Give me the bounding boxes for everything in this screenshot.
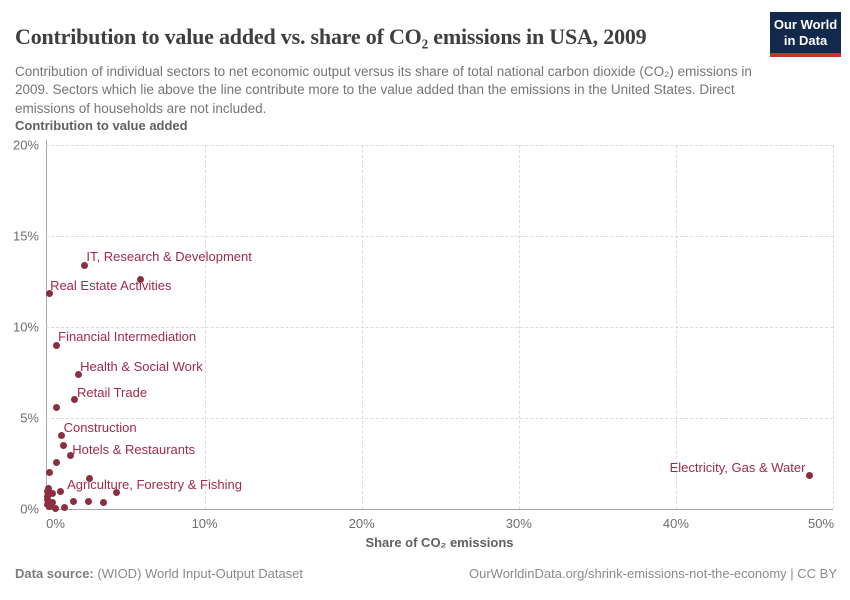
data-point[interactable]	[84, 498, 92, 506]
data-point[interactable]	[80, 261, 88, 269]
x-gridline	[518, 145, 520, 509]
data-point[interactable]	[48, 498, 56, 506]
data-point-label: IT, Research & Development	[86, 249, 252, 265]
data-point[interactable]	[74, 370, 82, 378]
x-gridline	[675, 145, 677, 509]
data-point[interactable]	[51, 504, 59, 512]
y-tick-label: 0%	[20, 501, 39, 517]
y-gridline	[46, 145, 833, 146]
x-tick-label: 20%	[348, 516, 375, 531]
data-point[interactable]	[53, 459, 61, 467]
y-tick-label: 5%	[20, 410, 39, 426]
data-point-label: Construction	[63, 420, 137, 436]
y-gridline	[46, 236, 833, 237]
data-point-label: Financial Intermediation	[58, 329, 197, 345]
data-point[interactable]	[44, 492, 51, 500]
data-point[interactable]	[46, 469, 54, 477]
x-tick-label: 30%	[505, 516, 532, 531]
data-point[interactable]	[71, 396, 79, 404]
data-point[interactable]	[137, 276, 145, 284]
x-tick-label: 10%	[191, 516, 218, 531]
data-point[interactable]	[58, 431, 66, 439]
data-point[interactable]	[61, 503, 69, 511]
data-point[interactable]	[48, 490, 56, 498]
data-point-label: Hotels & Restaurants	[72, 442, 196, 458]
data-point[interactable]	[60, 441, 68, 449]
data-point-label: Retail Trade	[76, 384, 148, 400]
y-gridline	[46, 327, 833, 328]
x-tick-label: 40%	[662, 516, 689, 531]
data-point[interactable]	[44, 488, 51, 496]
x-gridline	[833, 145, 834, 509]
data-point-label: Agriculture, Forestry & Fishing	[67, 476, 242, 492]
data-point[interactable]	[85, 475, 93, 483]
y-tick-label: 15%	[12, 228, 39, 244]
data-point[interactable]	[56, 488, 64, 496]
data-point[interactable]	[99, 498, 107, 506]
chart-title: Contribution to value added vs. share of…	[15, 23, 647, 49]
y-axis-line	[46, 140, 47, 509]
plot-area: 0% 5% 10% 15% 20% 0% 10% 20% 30% 40% 50% IT, Resear…	[13, 138, 834, 532]
data-point[interactable]	[45, 289, 53, 297]
data-source-label: Data source:	[15, 566, 94, 581]
credit-link[interactable]: OurWorldinData.org/shrink-emissions-not-…	[469, 566, 837, 581]
owid-logo-line2: in Data	[783, 33, 828, 48]
x-axis-title: Share of CO₂ emissions	[365, 535, 514, 550]
data-point[interactable]	[52, 341, 60, 349]
data-point[interactable]	[69, 498, 77, 506]
y-tick-label: 20%	[12, 137, 39, 153]
data-point[interactable]	[66, 451, 74, 459]
data-point[interactable]	[113, 489, 121, 497]
data-point-label: Health & Social Work	[80, 359, 203, 375]
y-tick-label: 10%	[12, 319, 39, 335]
data-point-label: Electricity, Gas & Water	[669, 460, 806, 476]
data-source: Data source: (WIOD) World Input-Output D…	[15, 566, 303, 581]
data-point[interactable]	[44, 496, 51, 504]
data-point[interactable]	[53, 403, 61, 411]
owid-logo-line1: Our World	[773, 17, 838, 32]
data-point-label: Real Estate Activities	[50, 278, 172, 294]
data-point[interactable]	[44, 484, 52, 492]
y-gridline	[46, 418, 833, 419]
chart-subtitle: Contribution of individual sectors to ne…	[15, 63, 752, 116]
x-axis-line	[46, 509, 833, 510]
x-gridline	[204, 145, 206, 509]
y-axis-title: Contribution to value added	[15, 118, 188, 133]
data-source-value: (WIOD) World Input-Output Dataset	[93, 566, 304, 581]
x-gridline	[361, 145, 363, 509]
x-tick-label: 50%	[807, 516, 835, 531]
x-tick-label: 0%	[46, 516, 65, 531]
owid-logo[interactable]: Our World in Data	[770, 12, 841, 57]
data-point[interactable]	[805, 471, 813, 479]
data-point[interactable]	[46, 503, 54, 511]
